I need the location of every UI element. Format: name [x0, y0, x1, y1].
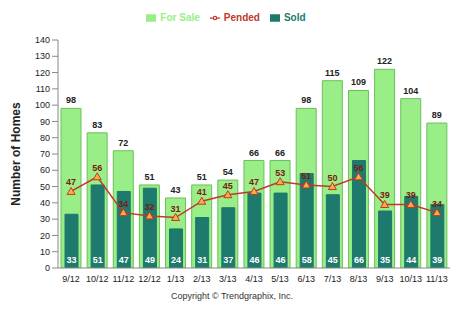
- svg-text:72: 72: [118, 138, 128, 148]
- svg-text:41: 41: [197, 187, 207, 197]
- svg-text:50: 50: [40, 182, 50, 192]
- svg-text:7/13: 7/13: [324, 274, 342, 284]
- svg-text:46: 46: [276, 255, 286, 265]
- svg-text:32: 32: [144, 202, 154, 212]
- svg-text:66: 66: [275, 148, 285, 158]
- html-text:Copyright © Trendgraphix, Inc.: Copyright © Trendgraphix, Inc.: [170, 291, 294, 301]
- svg-text:10/12: 10/12: [86, 274, 109, 284]
- svg-text:2/13: 2/13: [193, 274, 211, 284]
- svg-text:140: 140: [35, 35, 50, 45]
- svg-text:110: 110: [36, 84, 50, 94]
- svg-text:104: 104: [403, 86, 418, 96]
- svg-text:50: 50: [327, 173, 337, 183]
- svg-text:0: 0: [45, 263, 50, 273]
- svg-text:11/12: 11/12: [112, 274, 134, 284]
- svg-text:47: 47: [66, 177, 76, 187]
- svg-text:56: 56: [92, 163, 102, 173]
- svg-text:39: 39: [432, 255, 442, 265]
- svg-text:11/13: 11/13: [426, 274, 448, 284]
- html-text:Pended: Pended: [223, 12, 260, 23]
- svg-text:8/13: 8/13: [350, 274, 368, 284]
- svg-text:37: 37: [223, 255, 233, 265]
- svg-text:Number of Homes: Number of Homes: [9, 102, 23, 206]
- svg-text:9/12: 9/12: [62, 274, 80, 284]
- svg-text:45: 45: [328, 255, 338, 265]
- svg-text:89: 89: [432, 110, 442, 120]
- svg-text:5/13: 5/13: [271, 274, 289, 284]
- svg-text:100: 100: [35, 100, 50, 110]
- svg-text:47: 47: [249, 177, 259, 187]
- svg-text:58: 58: [302, 255, 312, 265]
- svg-text:51: 51: [93, 255, 103, 265]
- html-text:Sold: Sold: [284, 12, 306, 23]
- svg-text:39: 39: [406, 190, 416, 200]
- svg-text:1/13: 1/13: [167, 274, 185, 284]
- svg-text:33: 33: [66, 255, 76, 265]
- svg-text:34: 34: [432, 199, 442, 209]
- svg-text:31: 31: [197, 255, 207, 265]
- svg-text:130: 130: [35, 51, 50, 61]
- svg-text:98: 98: [66, 95, 76, 105]
- svg-text:66: 66: [249, 148, 259, 158]
- svg-text:10/13: 10/13: [400, 274, 423, 284]
- svg-text:31: 31: [171, 204, 181, 214]
- svg-text:49: 49: [145, 255, 155, 265]
- svg-text:9/13: 9/13: [376, 274, 394, 284]
- svg-text:43: 43: [171, 185, 181, 195]
- svg-text:53: 53: [275, 168, 285, 178]
- svg-text:120: 120: [35, 68, 50, 78]
- svg-text:56: 56: [354, 163, 364, 173]
- svg-text:30: 30: [40, 214, 50, 224]
- svg-text:90: 90: [40, 117, 50, 127]
- svg-text:80: 80: [40, 133, 50, 143]
- svg-text:39: 39: [380, 190, 390, 200]
- svg-text:109: 109: [351, 77, 366, 87]
- svg-text:98: 98: [301, 95, 311, 105]
- svg-text:115: 115: [325, 68, 340, 78]
- svg-text:10: 10: [40, 247, 50, 257]
- svg-text:66: 66: [354, 255, 364, 265]
- svg-text:12/12: 12/12: [138, 274, 161, 284]
- svg-text:40: 40: [40, 198, 50, 208]
- svg-text:122: 122: [377, 56, 392, 66]
- svg-text:70: 70: [40, 149, 50, 159]
- svg-text:44: 44: [406, 255, 416, 265]
- svg-text:20: 20: [40, 231, 50, 241]
- svg-text:51: 51: [144, 172, 154, 182]
- svg-text:51: 51: [301, 171, 311, 181]
- svg-text:6/13: 6/13: [298, 274, 316, 284]
- html-text:For Sale: For Sale: [160, 12, 200, 23]
- svg-text:54: 54: [223, 167, 233, 177]
- svg-text:51: 51: [197, 172, 207, 182]
- svg-text:34: 34: [118, 199, 128, 209]
- svg-text:47: 47: [119, 255, 129, 265]
- svg-text:60: 60: [40, 165, 50, 175]
- svg-text:3/13: 3/13: [219, 274, 237, 284]
- svg-text:46: 46: [249, 255, 259, 265]
- svg-text:4/13: 4/13: [245, 274, 263, 284]
- svg-text:45: 45: [223, 181, 233, 191]
- svg-text:83: 83: [92, 120, 102, 130]
- svg-text:24: 24: [171, 255, 181, 265]
- svg-text:35: 35: [380, 255, 390, 265]
